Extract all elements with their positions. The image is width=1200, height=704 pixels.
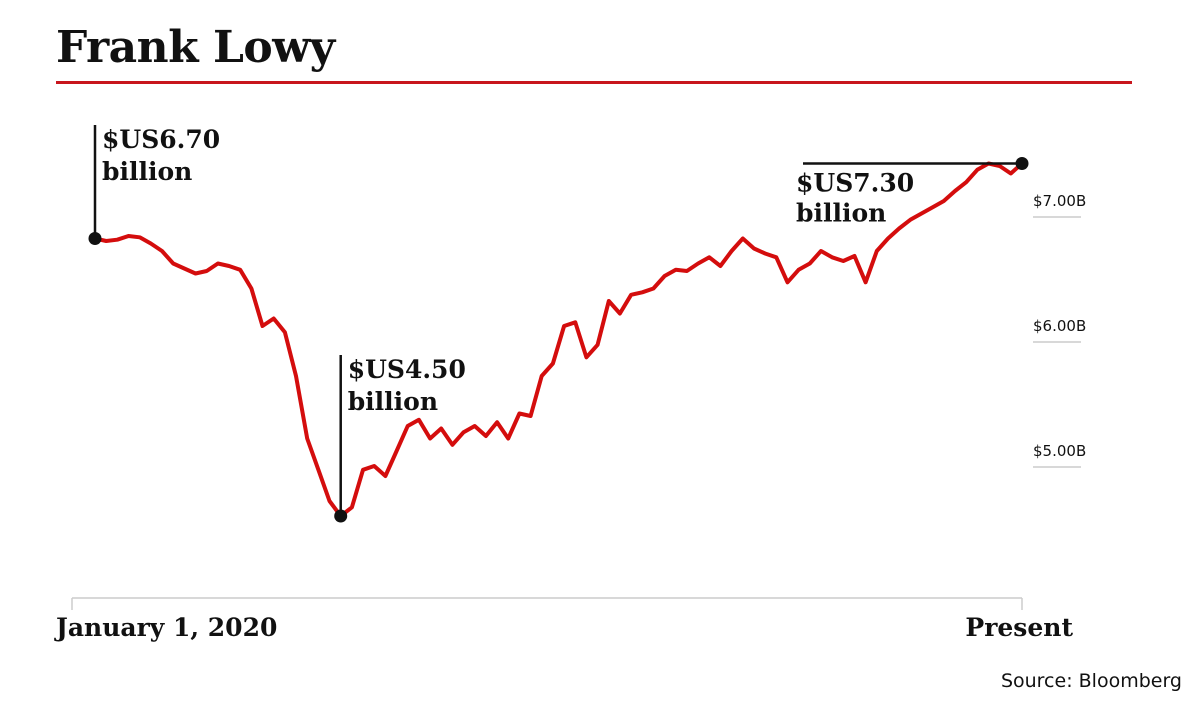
x-label-start: January 1, 2020 <box>54 613 277 642</box>
annotation-label: $US6.70 <box>102 125 220 154</box>
annotation-label: billion <box>102 157 192 186</box>
y-tick-label: $5.00B <box>1033 442 1086 460</box>
series-line <box>93 161 1024 518</box>
chart-title: Frank Lowy <box>56 22 335 73</box>
y-tick-label: $7.00B <box>1033 192 1086 210</box>
x-label-end: Present <box>965 613 1073 642</box>
title-rule <box>56 81 1132 84</box>
annotation-label: $US4.50 <box>348 355 466 384</box>
annotation-marker <box>1015 157 1029 170</box>
y-tick-label: $6.00B <box>1033 317 1086 335</box>
source-credit: Source: Bloomberg <box>1000 670 1182 692</box>
annotation-marker <box>334 509 348 523</box>
annotation-label: $US7.30 <box>796 169 914 198</box>
annotation-label: billion <box>348 387 438 416</box>
annotation-label: billion <box>796 199 886 228</box>
annotation-marker <box>88 232 102 245</box>
